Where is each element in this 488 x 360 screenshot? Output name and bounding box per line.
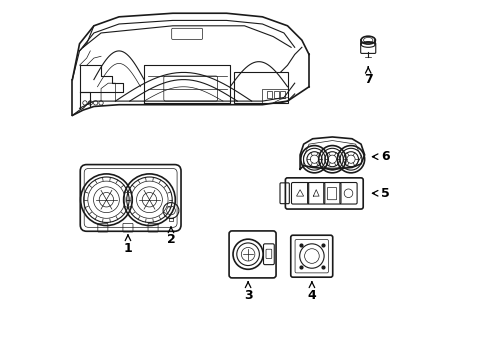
- Text: 7: 7: [363, 73, 372, 86]
- Text: 2: 2: [166, 233, 175, 247]
- Text: 1: 1: [123, 242, 132, 255]
- Text: 5: 5: [380, 187, 389, 200]
- Text: 6: 6: [380, 150, 388, 163]
- Text: 4: 4: [307, 289, 316, 302]
- Text: 3: 3: [244, 289, 252, 302]
